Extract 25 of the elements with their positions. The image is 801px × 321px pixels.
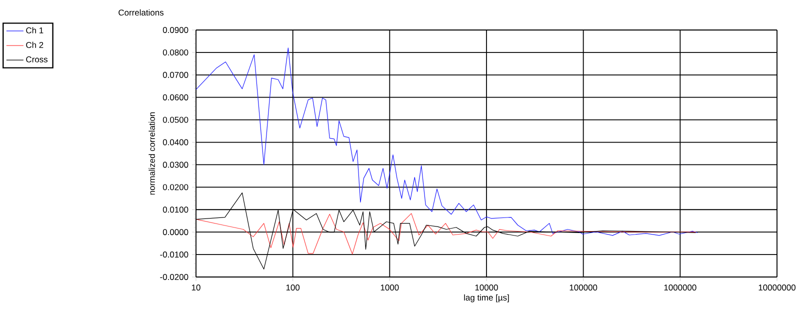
chart-title: Correlations bbox=[118, 9, 164, 16]
x-tick-label: 1000 bbox=[380, 284, 399, 291]
x-axis-title: lag time [µs] bbox=[464, 294, 509, 302]
y-tick-label: 0.0900 bbox=[162, 27, 188, 33]
y-tick-label: 0.0300 bbox=[162, 162, 188, 168]
y-tick-label: 0.0200 bbox=[162, 184, 188, 190]
legend-label: Ch 2 bbox=[26, 42, 44, 48]
y-tick-label: 0.0100 bbox=[162, 206, 188, 213]
legend-label: Cross bbox=[26, 56, 48, 62]
y-tick-label: 0.0400 bbox=[162, 139, 188, 146]
y-axis-title: normalized correlation bbox=[148, 112, 155, 195]
x-tick-label: 100 bbox=[286, 284, 300, 291]
y-tick-label: 0.0600 bbox=[162, 94, 188, 100]
y-tick-label: 0.0700 bbox=[162, 72, 188, 78]
y-tick-label: 0.0800 bbox=[162, 49, 188, 56]
x-tick-label: 10000000 bbox=[758, 284, 796, 291]
x-tick-label: 100000 bbox=[570, 284, 598, 291]
y-tick-label: -0.0100 bbox=[160, 252, 188, 258]
legend-label: Ch 1 bbox=[26, 27, 44, 34]
y-tick-label: 0.0500 bbox=[162, 116, 188, 123]
x-tick-label: 10 bbox=[192, 284, 200, 291]
x-tick-label: 1000000 bbox=[664, 284, 696, 291]
y-tick-label: 0.0000 bbox=[162, 229, 188, 236]
x-tick-label: 10000 bbox=[475, 284, 498, 291]
y-tick-label: -0.0200 bbox=[160, 274, 188, 280]
